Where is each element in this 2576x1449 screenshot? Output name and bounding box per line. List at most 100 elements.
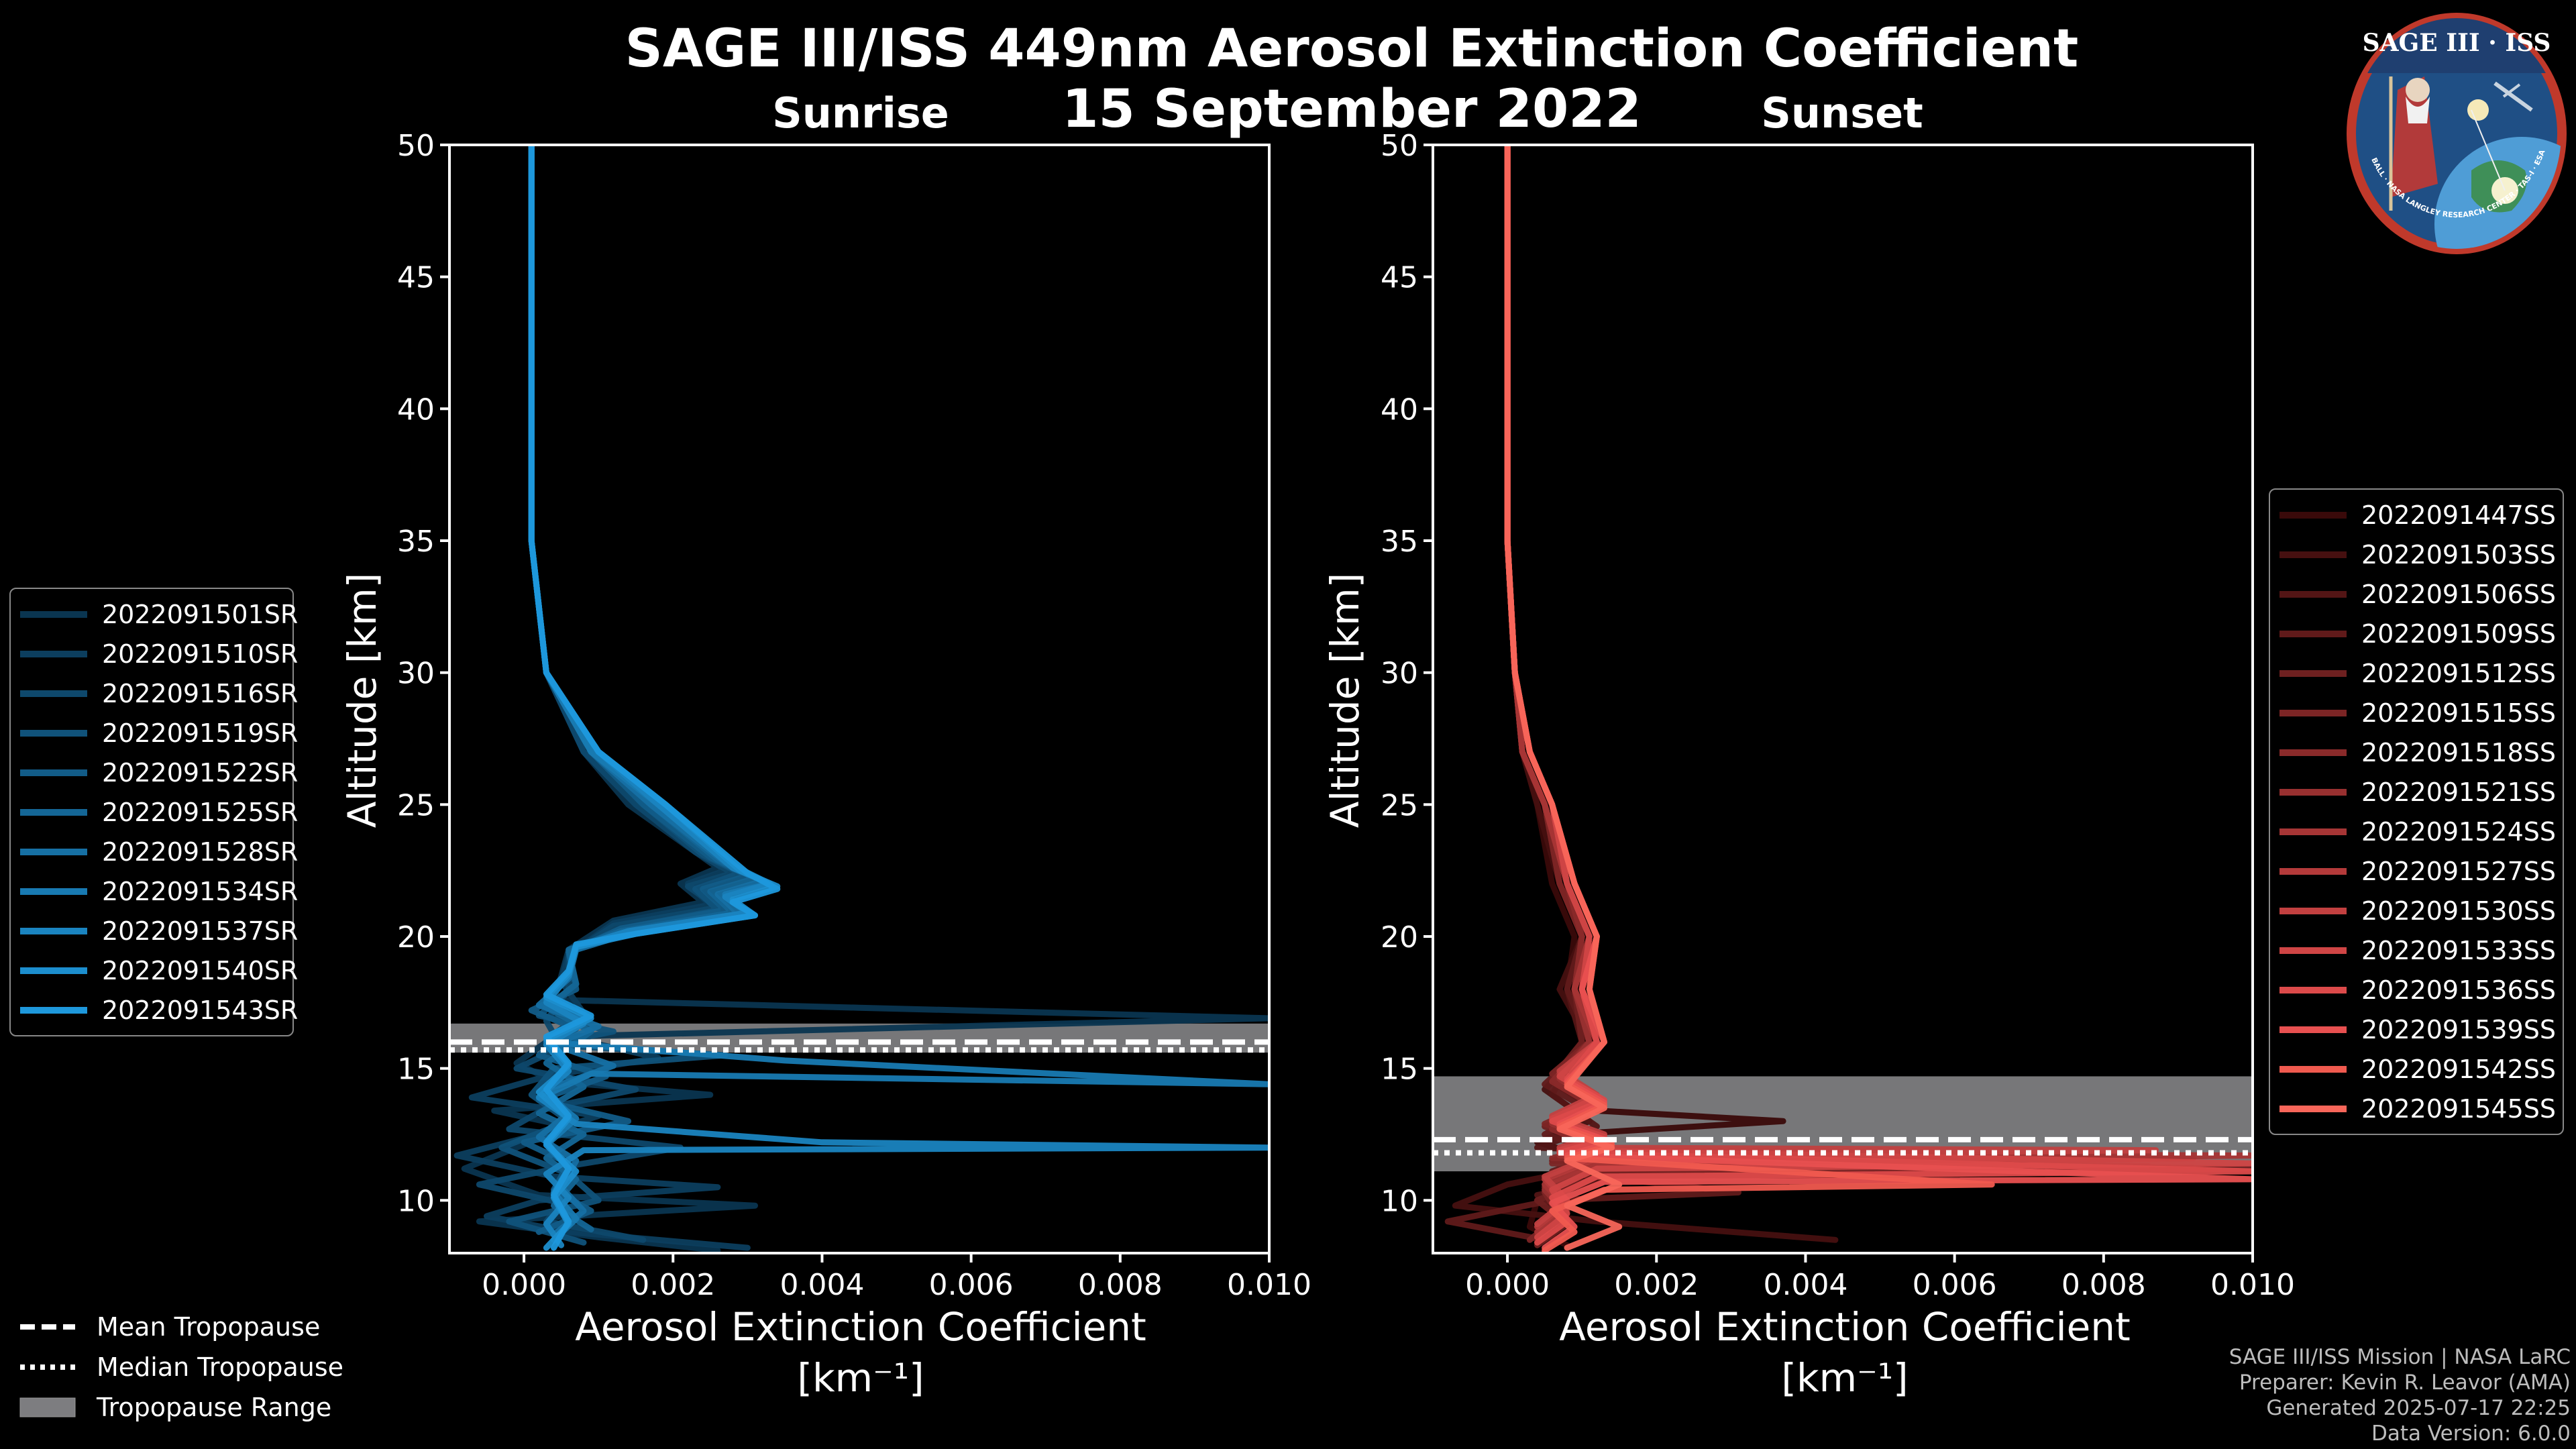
sunrise-legend-entry: 2022091525SR — [11, 792, 298, 832]
sunrise-x-tick-label: 0.008 — [1078, 1268, 1163, 1302]
sunset-legend-entry: 2022091509SS — [2270, 614, 2563, 653]
sunset-legend-label: 2022091506SS — [2361, 579, 2557, 609]
sunset-x-tick-label: 0.008 — [2061, 1268, 2146, 1302]
sunrise-y-tick-label: 50 — [397, 129, 435, 163]
sunset-legend-label: 2022091533SS — [2361, 935, 2557, 965]
sunset-legend-swatch — [2279, 828, 2347, 835]
sunset-legend-entry: 2022091512SS — [2270, 653, 2563, 693]
sunset-legend-label: 2022091539SS — [2361, 1014, 2557, 1044]
sunrise-legend-entry: 2022091510SR — [11, 634, 298, 674]
sunrise-legend-swatch — [20, 888, 87, 895]
sunset-legend-swatch — [2279, 788, 2347, 796]
sunset-y-tick-label: 20 — [1381, 920, 1418, 955]
sunset-series-line-2022091545SS — [1504, 145, 1623, 1251]
sunset-x-tick-label: 0.002 — [1614, 1268, 1699, 1302]
credit-version: Data Version: 6.0.0 — [2371, 1421, 2571, 1446]
sunset-series-line-2022091515SS — [1504, 145, 2151, 1243]
sunset-panel-title: Sunset — [1761, 89, 1923, 138]
sunset-legend-label: 2022091503SS — [2361, 539, 2557, 570]
sunrise-legend-swatch — [20, 650, 87, 657]
sunset-legend-swatch — [2279, 1105, 2347, 1112]
sunrise-x-tick-label: 0.000 — [482, 1268, 566, 1302]
sunset-series-line-2022091509SS — [1444, 145, 1741, 1243]
sunset-legend-entry: 2022091521SS — [2270, 772, 2563, 812]
sunrise-y-tick-label: 35 — [397, 525, 435, 559]
sunrise-legend-entry: 2022091522SR — [11, 753, 298, 792]
sunrise-legend-label: 2022091522SR — [102, 757, 299, 788]
sunset-x-tick-label: 0.004 — [1763, 1268, 1847, 1302]
tropopause-legend-label: Tropopause Range — [97, 1393, 332, 1422]
sunset-legend-label: 2022091536SS — [2361, 975, 2557, 1005]
sunset-legend-entry: 2022091515SS — [2270, 693, 2563, 733]
sunset-legend-swatch — [2279, 669, 2347, 677]
credits: SAGE III/ISS Mission | NASA LaRC Prepare… — [2229, 1344, 2571, 1446]
sunset-legend-entry: 2022091530SS — [2270, 891, 2563, 930]
sunrise-x-tick-label: 0.010 — [1227, 1268, 1311, 1302]
sunset-legend-entry: 2022091527SS — [2270, 851, 2563, 891]
sunset-legend-entry: 2022091539SS — [2270, 1010, 2563, 1049]
sunset-y-tick-label: 45 — [1381, 261, 1418, 295]
sunset-x-axis-units: [km⁻¹] — [1781, 1355, 1909, 1401]
tropopause-legend-label: Mean Tropopause — [97, 1312, 321, 1342]
sunrise-x-tick-label: 0.002 — [631, 1268, 715, 1302]
sunrise-legend-label: 2022091540SR — [102, 955, 299, 985]
tropopause-legend-entry: Median Tropopause — [17, 1347, 366, 1387]
sunrise-plot-area — [449, 145, 1269, 1253]
sunset-legend-entry: 2022091503SS — [2270, 535, 2563, 574]
sunrise-x-axis-label: Aerosol Extinction Coefficient [km⁻¹] — [458, 1301, 1263, 1403]
sunset-legend-entry: 2022091536SS — [2270, 970, 2563, 1010]
sunrise-legend-label: 2022091510SR — [102, 639, 299, 669]
sunrise-axes-frame — [448, 144, 1271, 1254]
sunset-y-tick-label: 40 — [1381, 392, 1418, 427]
sunrise-y-axis-label: Altitude [km] — [339, 572, 385, 828]
sunrise-x-axis-title: Aerosol Extinction Coefficient — [575, 1304, 1146, 1350]
sunrise-series-line-2022091543SR — [528, 145, 781, 1251]
sunset-legend-swatch — [2279, 709, 2347, 716]
sunrise-y-tick-label: 25 — [397, 788, 435, 822]
sunrise-legend-entry: 2022091537SR — [11, 911, 298, 951]
figure-title-line2: 15 September 2022 — [1062, 79, 1642, 140]
sunset-legend-swatch — [2279, 590, 2347, 598]
sunset-legend-label: 2022091545SS — [2361, 1093, 2557, 1124]
sunrise-legend-swatch — [20, 610, 87, 618]
sunset-legend-swatch — [2279, 749, 2347, 756]
sunset-legend-label: 2022091527SS — [2361, 856, 2557, 886]
sunset-legend-entry: 2022091447SS — [2270, 495, 2563, 535]
sunset-legend-entry: 2022091533SS — [2270, 930, 2563, 970]
sunset-legend-swatch — [2279, 511, 2347, 519]
sunset-series-line-2022091521SS — [1504, 145, 2196, 1240]
sunset-legend-label: 2022091518SS — [2361, 737, 2557, 767]
sunrise-legend-entry: 2022091534SR — [11, 871, 298, 911]
sunset-legend-swatch — [2279, 1065, 2347, 1073]
tropopause-legend-label: Median Tropopause — [97, 1352, 343, 1382]
sunset-y-tick-label: 15 — [1381, 1053, 1418, 1087]
sunset-series-line-2022091524SS — [1504, 145, 2253, 1235]
sunset-legend-entry: 2022091518SS — [2270, 733, 2563, 772]
sunset-x-tick-label: 0.010 — [2210, 1268, 2295, 1302]
sunrise-y-tick-label: 30 — [397, 657, 435, 691]
sunrise-y-tick-label: 10 — [397, 1184, 435, 1218]
sunset-legend-entry: 2022091545SS — [2270, 1089, 2563, 1128]
sunset-legend-swatch — [2279, 907, 2347, 914]
sunrise-legend-entry: 2022091540SR — [11, 951, 298, 990]
sunset-legend-label: 2022091509SS — [2361, 619, 2557, 649]
sunrise-legend-swatch — [20, 769, 87, 776]
sunset-legend-label: 2022091447SS — [2361, 500, 2557, 530]
tropopause-legend-entry: Tropopause Range — [17, 1387, 366, 1428]
sunset-plot-area — [1433, 145, 2253, 1253]
sunrise-legend-swatch — [20, 967, 87, 974]
sunrise-y-tick-label: 40 — [397, 392, 435, 427]
sunset-legend-swatch — [2279, 1026, 2347, 1033]
sunrise-legend-swatch — [20, 927, 87, 934]
sunrise-legend: 2022091501SR 2022091510SR 2022091516SR 2022… — [9, 588, 298, 1036]
sunset-series-line-2022091518SS — [1504, 145, 2047, 1238]
sunrise-legend-label: 2022091543SR — [102, 995, 299, 1025]
tropopause-legend-swatch — [20, 1324, 75, 1330]
sunset-legend-entry: 2022091542SS — [2270, 1049, 2563, 1089]
sunset-series-line-2022091503SS — [1452, 145, 1839, 1243]
credit-preparer: Preparer: Kevin R. Leavor (AMA) — [2239, 1371, 2571, 1395]
sunrise-legend-swatch — [20, 729, 87, 737]
sunset-legend-label: 2022091530SS — [2361, 896, 2557, 926]
sunset-y-tick-label: 50 — [1381, 129, 1418, 163]
